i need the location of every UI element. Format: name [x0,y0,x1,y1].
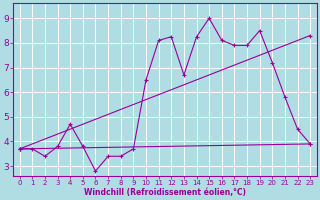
X-axis label: Windchill (Refroidissement éolien,°C): Windchill (Refroidissement éolien,°C) [84,188,246,197]
